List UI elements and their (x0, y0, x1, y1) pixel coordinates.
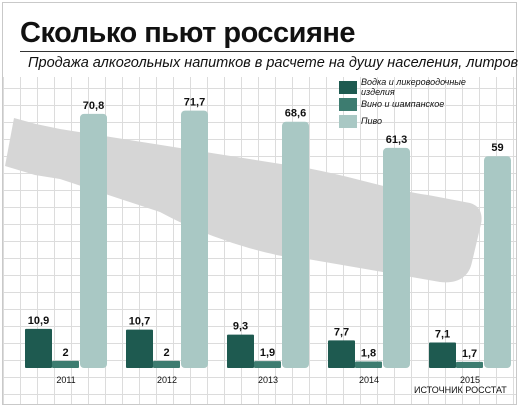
value-label-wine-2014: 1,8 (361, 348, 376, 360)
value-labels: 10,9 2 70,8 10,7 2 71,7 9,3 1,9 68,6 7,7 1,8 61,3 7,… (28, 97, 504, 360)
bar-beer-2014 (383, 147, 410, 368)
bar-beer-2015 (484, 156, 511, 368)
x-tick-2015: 2015 (460, 375, 480, 385)
legend-label-wine: Вино и шампанское (361, 99, 445, 109)
bar-wine-2014 (355, 361, 382, 368)
bar-beer-2012 (181, 110, 208, 369)
bar-vodka-2015 (429, 342, 456, 368)
x-tick-2011: 2011 (56, 375, 75, 385)
value-label-beer-2012: 71,7 (184, 97, 205, 109)
bar-vodka-2011 (25, 328, 52, 368)
bottle-shape (5, 118, 482, 283)
title-rule (20, 51, 514, 52)
value-label-wine-2012: 2 (163, 347, 169, 359)
legend-item-beer: Пиво (339, 114, 499, 128)
value-label-beer-2011: 70,8 (83, 100, 104, 112)
value-label-wine-2011: 2 (62, 347, 68, 359)
bar-wine-2011 (52, 360, 79, 368)
x-tick-2013: 2013 (258, 375, 278, 385)
source-note: ИСТОЧНИК РОССТАТ (414, 385, 507, 395)
x-tick-2014: 2014 (359, 375, 379, 385)
bar-wine-2013 (254, 361, 281, 368)
legend-item-vodka: Водка и ликероводочные изделия (339, 77, 499, 97)
legend-swatch-vodka (339, 80, 357, 94)
legend-item-wine: Вино и шампанское (339, 97, 499, 111)
bar-wine-2015 (456, 361, 483, 368)
legend-label-beer: Пиво (361, 116, 383, 126)
bar-beer-2011 (80, 113, 107, 368)
value-label-vodka-2012: 10,7 (129, 316, 150, 328)
chart-title: Сколько пьют россияне (20, 17, 356, 49)
bar-wine-2012 (153, 360, 180, 368)
value-label-vodka-2013: 9,3 (233, 321, 248, 333)
legend-label-vodka: Водка и ликероводочные изделия (361, 77, 466, 97)
bars (25, 110, 511, 369)
x-axis: 2011 2012 2013 2014 2015 (56, 375, 480, 385)
legend-swatch-wine (339, 97, 357, 111)
bar-vodka-2013 (227, 334, 254, 368)
value-label-wine-2015: 1,7 (462, 348, 477, 360)
value-label-beer-2015: 59 (491, 142, 503, 154)
legend-swatch-beer (339, 114, 357, 128)
bar-beer-2013 (282, 121, 309, 368)
header (3, 3, 516, 77)
value-label-beer-2013: 68,6 (285, 108, 306, 120)
value-label-vodka-2011: 10,9 (28, 315, 49, 327)
x-tick-2012: 2012 (157, 375, 177, 385)
value-label-vodka-2015: 7,1 (435, 329, 450, 341)
chart-subtitle: Продажа алкогольных напитков в расчете н… (28, 55, 519, 71)
legend: Водка и ликероводочные изделия Вино и ша… (339, 77, 499, 131)
bar-vodka-2014 (328, 340, 355, 368)
value-label-beer-2014: 61,3 (386, 134, 407, 146)
bottle-silhouette (5, 118, 482, 283)
value-label-wine-2013: 1,9 (260, 347, 275, 359)
value-label-vodka-2014: 7,7 (334, 326, 349, 338)
bar-vodka-2012 (126, 329, 153, 368)
